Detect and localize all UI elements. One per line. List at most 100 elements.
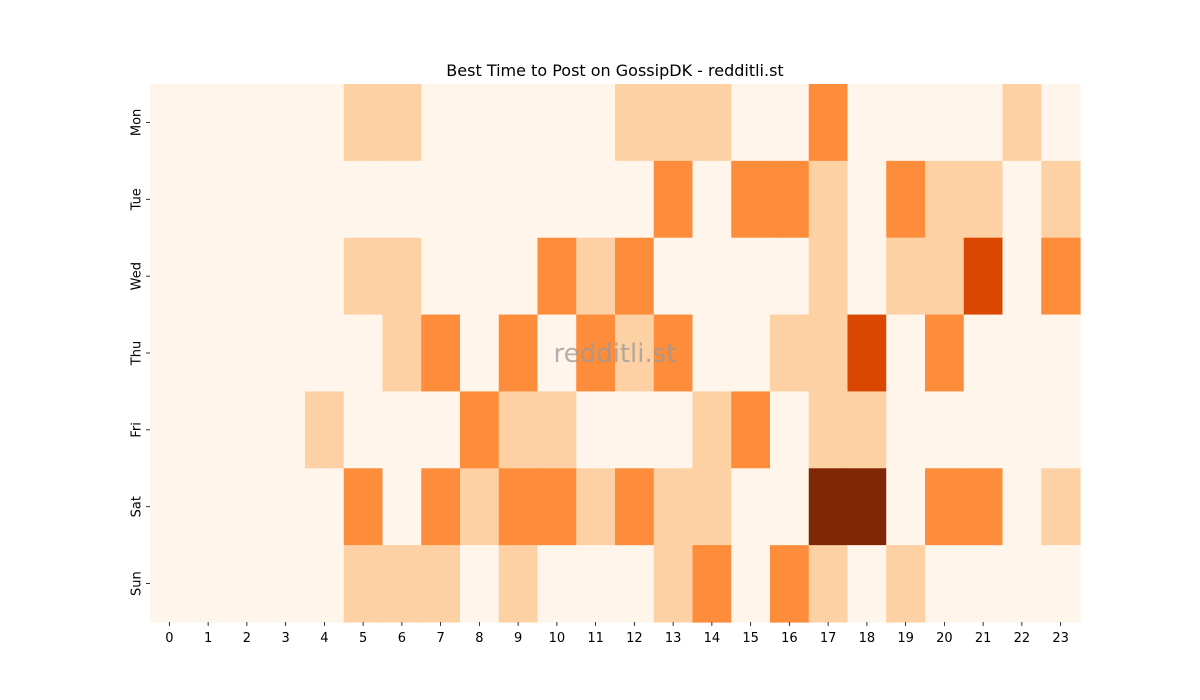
heatmap-cell-mon-0 [150,84,190,162]
heatmap-cell-tue-7 [421,160,461,239]
heatmap-cell-fri-22 [1002,391,1042,469]
x-tick-label: 15 [742,631,759,646]
heatmap-cell-tue-20 [925,160,965,239]
x-tick-label: 1 [204,631,212,646]
x-tick-label: 20 [936,631,953,646]
heatmap-cell-thu-10 [537,314,577,393]
heatmap-cell-wed-11 [576,237,616,316]
x-tick-label: 12 [626,631,643,646]
heatmap-cell-wed-10 [537,237,577,316]
heatmap-cell-fri-17 [808,391,849,469]
heatmap-cell-fri-16 [770,391,810,469]
heatmap-cell-sat-18 [847,468,887,546]
heatmap-cell-fri-1 [188,391,229,469]
heatmap-cell-sun-6 [382,545,422,623]
heatmap-cell-sun-20 [925,545,965,623]
heatmap-cell-sun-23 [1041,545,1081,623]
x-tick-label: 14 [704,631,721,646]
heatmap-cell-fri-15 [731,391,771,469]
heatmap-cell-mon-20 [925,84,965,162]
heatmap-cell-mon-21 [963,84,1004,162]
heatmap-cell-tue-6 [382,160,422,239]
y-axis: Mon Tue Wed Thu Fri Sat Sun [130,109,150,596]
heatmap-cell-tue-21 [963,160,1004,239]
heatmap-cell-thu-13 [653,314,694,393]
heatmap-cell-tue-4 [305,160,345,239]
chart-title: Best Time to Post on GossipDK - redditli… [446,61,783,80]
heatmap-cell-thu-14 [692,314,732,393]
heatmap-cell-thu-17 [808,314,849,393]
heatmap-cell-tue-13 [653,160,694,239]
heatmap-cell-sat-0 [150,468,190,546]
heatmap-cell-fri-10 [537,391,577,469]
heatmap-cell-mon-8 [460,84,500,162]
heatmap-cell-wed-12 [615,237,655,316]
heatmap-cell-thu-19 [886,314,926,393]
heatmap-cell-thu-23 [1041,314,1081,393]
heatmap-cell-thu-16 [770,314,810,393]
heatmap-cell-sat-8 [460,468,500,546]
heatmap-cell-mon-3 [266,84,306,162]
x-tick-label: 6 [398,631,406,646]
heatmap-cell-tue-3 [266,160,306,239]
heatmap-cell-wed-7 [421,237,461,316]
heatmap-cell-tue-12 [615,160,655,239]
heatmap-cell-thu-8 [460,314,500,393]
heatmap-cell-sun-5 [343,545,384,623]
heatmap-cell-tue-10 [537,160,577,239]
heatmap-cell-mon-1 [188,84,229,162]
heatmap-cell-fri-8 [460,391,500,469]
heatmap-cell-fri-18 [847,391,887,469]
heatmap-cell-wed-20 [925,237,965,316]
heatmap-cell-tue-17 [808,160,849,239]
heatmap-cell-sat-17 [808,468,849,546]
heatmap-cell-fri-20 [925,391,965,469]
heatmap-cell-mon-16 [770,84,810,162]
heatmap-cell-tue-9 [498,160,539,239]
heatmap-cell-wed-18 [847,237,887,316]
heatmap-cell-wed-21 [963,237,1004,316]
heatmap-cell-sun-13 [653,545,694,623]
heatmap-cell-sat-19 [886,468,926,546]
heatmap-cell-wed-17 [808,237,849,316]
heatmap-cell-fri-9 [498,391,539,469]
heatmap-cell-sat-1 [188,468,229,546]
heatmap-cell-mon-23 [1041,84,1081,162]
heatmap-cell-tue-5 [343,160,384,239]
heatmap-cell-thu-0 [150,314,190,393]
heatmap-cell-fri-0 [150,391,190,469]
x-tick-label: 3 [281,631,289,646]
heatmap-cell-thu-5 [343,314,384,393]
heatmap-cell-mon-9 [498,84,539,162]
heatmap-cell-mon-18 [847,84,887,162]
heatmap-cells [150,84,1081,623]
heatmap-cell-mon-14 [692,84,732,162]
heatmap-cell-tue-8 [460,160,500,239]
heatmap-cell-sat-13 [653,468,694,546]
heatmap-cell-sat-11 [576,468,616,546]
heatmap-cell-thu-20 [925,314,965,393]
heatmap-cell-sat-5 [343,468,384,546]
heatmap-cell-sun-14 [692,545,732,623]
x-tick-label: 17 [820,631,837,646]
x-tick-label: 0 [165,631,173,646]
heatmap-cell-mon-19 [886,84,926,162]
heatmap-cell-sun-0 [150,545,190,623]
heatmap-cell-wed-8 [460,237,500,316]
x-tick-label: 5 [359,631,367,646]
heatmap-cell-fri-7 [421,391,461,469]
heatmap-cell-thu-21 [963,314,1004,393]
heatmap-cell-thu-9 [498,314,539,393]
heatmap-cell-tue-1 [188,160,229,239]
heatmap-cell-fri-12 [615,391,655,469]
heatmap-cell-sun-11 [576,545,616,623]
y-tick-label: Fri [130,422,145,438]
x-tick-label: 18 [859,631,876,646]
heatmap-cell-tue-23 [1041,160,1081,239]
heatmap-cell-thu-18 [847,314,887,393]
heatmap-cell-tue-16 [770,160,810,239]
heatmap-cell-sun-22 [1002,545,1042,623]
heatmap-cell-sun-16 [770,545,810,623]
heatmap-cell-fri-13 [653,391,694,469]
